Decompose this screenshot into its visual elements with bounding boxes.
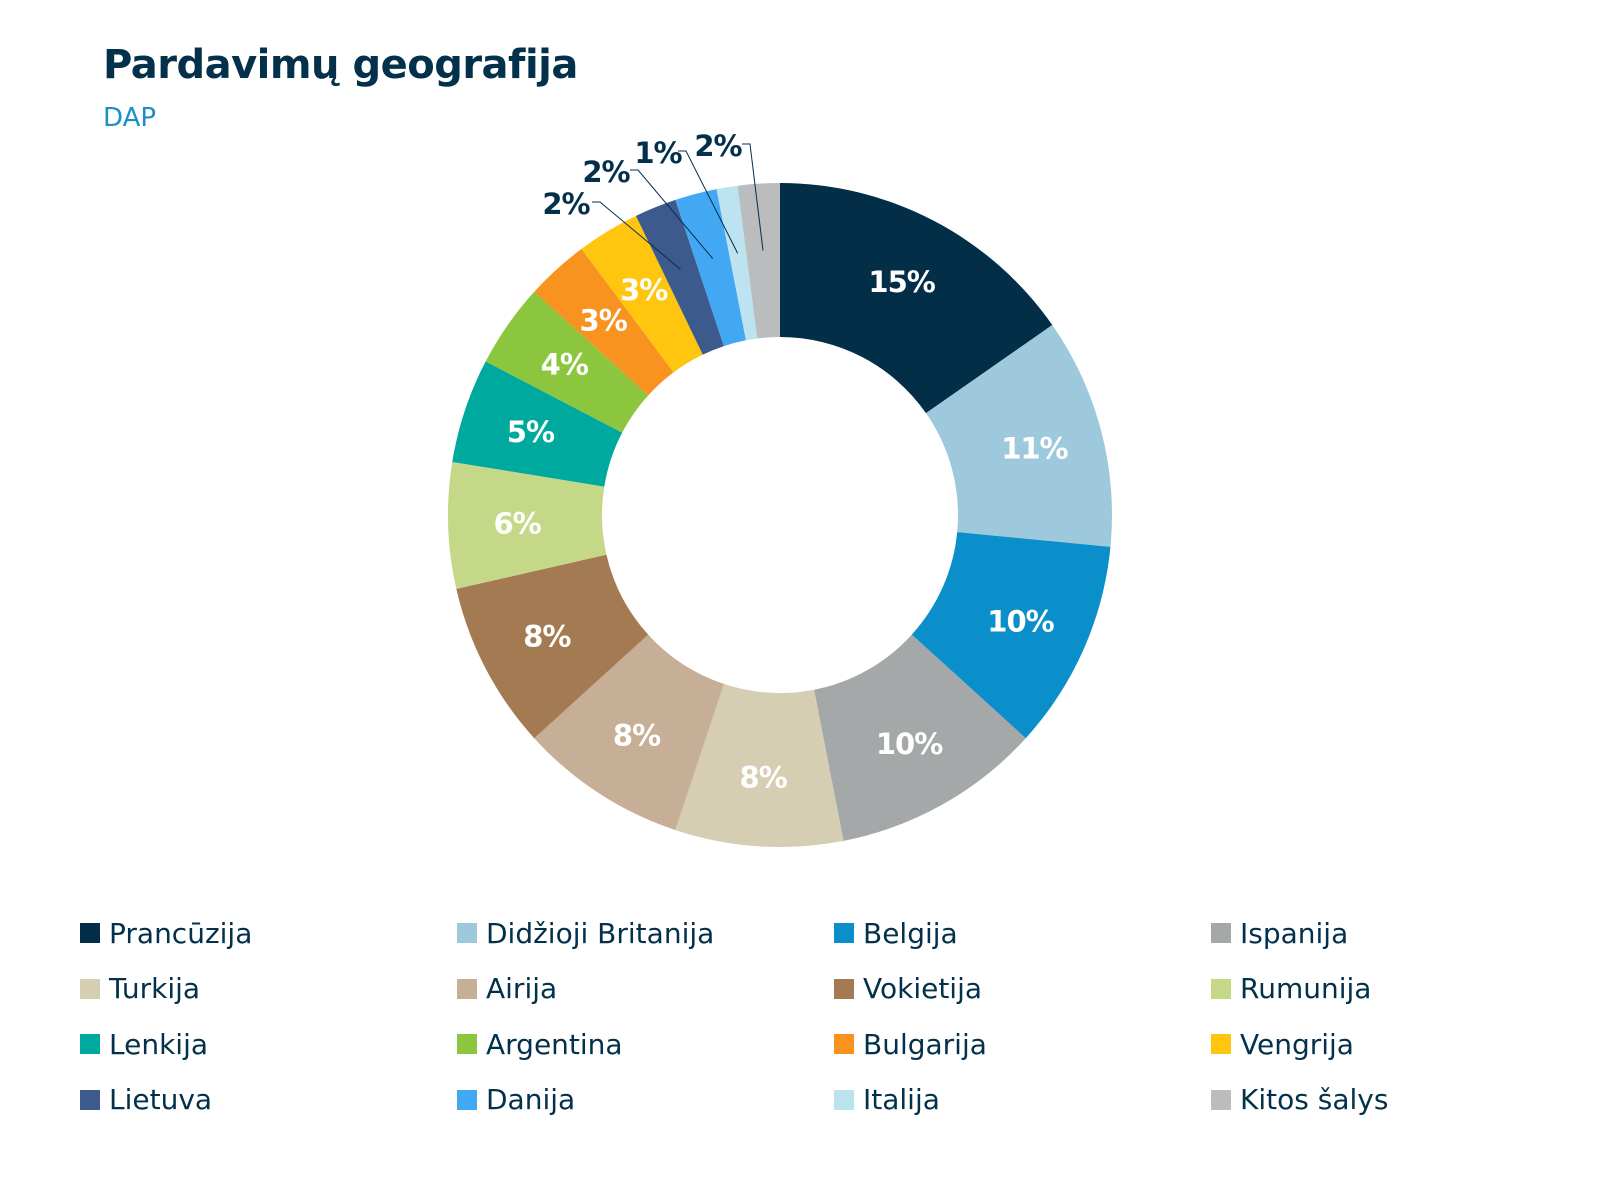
- legend-label: Prancūzija: [109, 916, 253, 950]
- legend-swatch: [1211, 1034, 1231, 1054]
- slice-argentina: [485, 291, 649, 433]
- data-label-italija: 1%: [634, 136, 682, 170]
- legend-label: Belgija: [863, 916, 958, 950]
- leader-line-kitos-salys: [742, 143, 764, 251]
- data-label-kitos-salys: 2%: [694, 129, 742, 163]
- data-label-prancuzija: 15%: [868, 265, 935, 299]
- legend-swatch: [80, 923, 100, 943]
- legend-label: Ispanija: [1240, 916, 1349, 950]
- slice-italija: [716, 185, 758, 341]
- data-label-rumunija: 6%: [494, 506, 542, 540]
- legend-swatch: [834, 978, 854, 999]
- slice-bulgarija: [534, 248, 674, 396]
- slice-ispanija: [814, 634, 1026, 841]
- legend-swatch: [80, 1089, 100, 1110]
- slice-danija: [675, 189, 746, 347]
- legend-item-argentina: Argentina: [457, 1024, 623, 1064]
- legend-item-kitos-salys: Kitos šalys: [1211, 1080, 1388, 1120]
- legend-label: Danija: [486, 1083, 576, 1116]
- legend-label: Bulgarija: [863, 1027, 987, 1061]
- slice-didzioji-britanija: [925, 325, 1112, 547]
- legend-swatch: [1211, 923, 1231, 943]
- slice-airija: [534, 634, 724, 831]
- legend-item-rumunija: Rumunija: [1211, 969, 1371, 1009]
- legend-item-danija: Danija: [457, 1080, 575, 1120]
- legend-label: Lenkija: [109, 1027, 209, 1061]
- legend-item-lenkija: Lenkija: [80, 1024, 208, 1064]
- legend-item-prancuzija: Prancūzija: [80, 913, 252, 953]
- slices-group: [447, 183, 1112, 847]
- slice-rumunija: [447, 462, 607, 589]
- data-label-vokietija: 8%: [523, 620, 571, 654]
- legend-swatch: [1211, 978, 1231, 999]
- legend-swatch: [457, 923, 477, 943]
- legend-swatch: [457, 1034, 477, 1054]
- chart-title: Pardavimų geografija: [103, 42, 578, 88]
- legend-item-vengrija: Vengrija: [1211, 1024, 1354, 1064]
- leader-line-danija: [630, 169, 714, 259]
- leader-line-italija: [678, 150, 739, 254]
- data-label-lietuva: 2%: [542, 187, 590, 221]
- data-label-vengrija: 3%: [620, 273, 668, 307]
- leader-line-lietuva: [592, 201, 681, 270]
- slice-belgija: [911, 532, 1111, 739]
- data-label-argentina: 4%: [541, 348, 589, 382]
- legend-label: Kitos šalys: [1240, 1083, 1389, 1116]
- legend-item-belgija: Belgija: [834, 913, 958, 953]
- data-label-didzioji-britanija: 11%: [1001, 431, 1068, 465]
- legend-label: Didžioji Britanija: [486, 916, 715, 950]
- legend-item-airija: Airija: [457, 969, 557, 1009]
- slice-lietuva: [635, 199, 724, 355]
- donut-chart: 15%11%10%10%8%8%8%6%5%4%3%3%2%2%1% 2%: [447, 129, 1112, 847]
- legend-swatch: [457, 1089, 477, 1110]
- legend-item-turkija: Turkija: [80, 969, 200, 1009]
- labels-group: 15%11%10%10%8%8%8%6%5%4%3%3%2%2%1% 2%: [494, 129, 1070, 794]
- slice-vengrija: [581, 215, 703, 373]
- data-label-belgija: 10%: [987, 604, 1054, 638]
- legend-label: Italija: [863, 1083, 940, 1116]
- data-label-ispanija: 10%: [876, 727, 943, 761]
- legend-swatch: [80, 1034, 100, 1054]
- legend-item-italija: Italija: [834, 1080, 940, 1120]
- data-label-danija: 2%: [582, 155, 630, 189]
- data-label-airija: 8%: [613, 718, 661, 752]
- legend-item-lietuva: Lietuva: [80, 1080, 212, 1120]
- slice-prancuzija: [780, 183, 1053, 414]
- legend-label: Argentina: [486, 1027, 623, 1061]
- legend-label: Vokietija: [863, 972, 983, 1005]
- legend-item-didzioji-britanija: Didžioji Britanija: [457, 913, 714, 953]
- legend-label: Vengrija: [1240, 1027, 1354, 1061]
- legend-label: Turkija: [109, 972, 201, 1005]
- slice-kitos-salys: [737, 183, 780, 339]
- data-label-turkija: 8%: [740, 760, 788, 794]
- slice-turkija: [675, 683, 844, 847]
- legend-item-ispanija: Ispanija: [1211, 913, 1348, 953]
- legend-item-vokietija: Vokietija: [834, 969, 982, 1009]
- legend-swatch: [1211, 1089, 1231, 1110]
- legend-swatch: [834, 923, 854, 943]
- legend-label: Lietuva: [109, 1083, 213, 1116]
- legend-label: Rumunija: [1240, 972, 1372, 1005]
- legend-item-bulgarija: Bulgarija: [834, 1024, 987, 1064]
- slice-vokietija: [456, 554, 649, 739]
- legend-swatch: [834, 1034, 854, 1054]
- legend-swatch: [457, 978, 477, 999]
- slice-lenkija: [452, 361, 623, 487]
- legend-swatch: [80, 978, 100, 999]
- legend-label: Airija: [486, 972, 558, 1005]
- data-label-bulgarija: 3%: [580, 303, 628, 337]
- legend-swatch: [834, 1089, 854, 1110]
- chart-subtitle: DAP: [103, 103, 157, 133]
- data-label-lenkija: 5%: [507, 415, 555, 449]
